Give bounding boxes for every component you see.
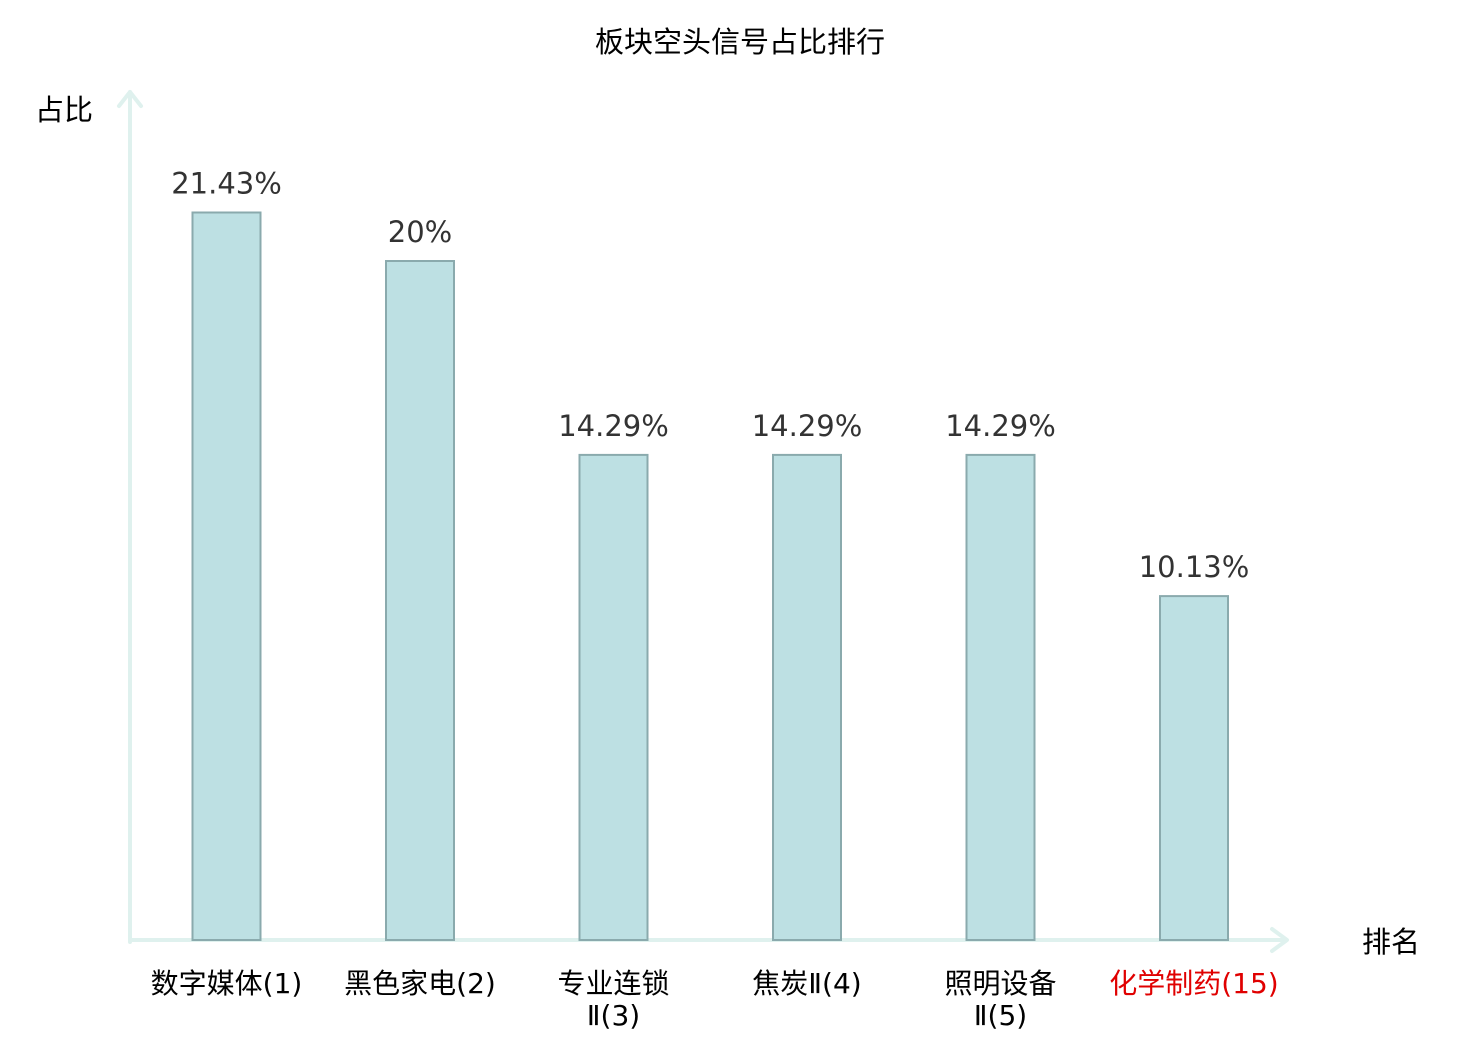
bar-value-label: 20% [388, 215, 452, 249]
x-axis-arrow-icon [1270, 927, 1289, 953]
x-tick-label: 化学制药(15) [1109, 967, 1278, 1000]
x-tick-label: Ⅱ(3) [587, 999, 640, 1032]
x-axis-label: 排名 [1362, 925, 1420, 959]
x-tick-label: 黑色家电(2) [344, 967, 496, 1000]
x-tick-label: 数字媒体(1) [151, 967, 303, 1000]
bar [578, 453, 649, 941]
value-labels-layer: 21.43% 20% 14.29% 14.29% 14.29% 10.13% [171, 167, 1249, 585]
bar-value-label: 14.29% [752, 409, 863, 443]
x-tick-label: 焦炭Ⅱ(4) [752, 967, 861, 1000]
bar-value-label: 14.29% [558, 409, 669, 443]
bar-value-label: 14.29% [945, 409, 1056, 443]
x-tick-label: 照明设备 [944, 967, 1056, 1000]
y-axis-label: 占比 [35, 93, 93, 127]
x-tick-label: Ⅱ(5) [974, 999, 1027, 1032]
x-tick-label: 专业连锁 [557, 967, 669, 1000]
bars-layer [191, 211, 1229, 941]
bar-value-label: 10.13% [1139, 550, 1250, 584]
bar [965, 453, 1036, 941]
axes [117, 90, 1289, 953]
y-axis-arrow-icon [117, 90, 143, 108]
chart-title: 板块空头信号占比排行 [595, 25, 885, 59]
bar [385, 260, 455, 941]
bar-value-label: 21.43% [171, 167, 282, 201]
bar [191, 211, 262, 941]
bar [772, 453, 842, 941]
bar [1159, 595, 1229, 941]
